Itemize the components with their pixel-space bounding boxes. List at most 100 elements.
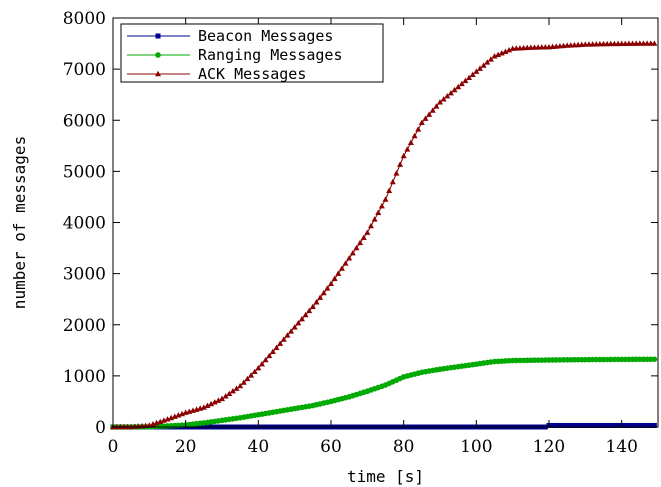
data-point	[342, 260, 349, 266]
data-point	[324, 285, 331, 291]
data-point	[651, 40, 658, 46]
data-point	[222, 393, 229, 399]
data-point	[644, 422, 650, 428]
x-tick-label: 140	[605, 437, 637, 457]
y-tick-label: 5000	[63, 162, 106, 182]
data-point	[561, 422, 567, 428]
data-point	[437, 99, 443, 105]
series-layer	[110, 40, 658, 430]
data-point	[219, 395, 225, 402]
x-tick-label: 100	[460, 437, 492, 457]
data-point	[313, 299, 320, 305]
data-point	[466, 74, 473, 81]
data-point	[462, 77, 469, 84]
data-point	[357, 239, 364, 246]
data-point	[640, 422, 646, 428]
data-point	[237, 382, 244, 389]
data-point	[411, 132, 418, 139]
data-point	[429, 107, 436, 113]
data-point	[335, 270, 342, 276]
data-point	[415, 126, 422, 132]
data-point	[208, 400, 215, 407]
data-point	[284, 332, 291, 338]
data-point	[651, 356, 658, 363]
ticks-layer: 0 20 40 60 80 100 120 140 0 1000 2000 3000 4000 5000 6…	[63, 9, 658, 457]
legend-marker	[155, 70, 161, 77]
series-line	[113, 358, 655, 428]
data-point	[382, 196, 389, 202]
data-point	[404, 146, 411, 152]
data-point	[651, 422, 657, 428]
legend-label: Beacon Messages	[198, 27, 333, 45]
data-point	[266, 352, 273, 359]
data-point	[280, 336, 287, 342]
data-point	[353, 244, 360, 251]
data-point	[389, 178, 396, 185]
y-tick-label: 8000	[63, 9, 106, 29]
data-point	[258, 360, 265, 367]
x-tick-label: 120	[533, 437, 565, 457]
y-tick-label: 1000	[63, 367, 106, 387]
data-point	[582, 422, 588, 428]
data-point	[364, 229, 371, 235]
data-point	[433, 103, 440, 109]
data-point	[302, 311, 309, 318]
series-ack-messages	[110, 40, 658, 430]
data-point	[277, 340, 284, 346]
legend-entry: Ranging Messages	[127, 46, 343, 64]
data-point	[306, 307, 313, 314]
data-point	[422, 115, 429, 121]
legend-marker	[155, 52, 161, 58]
data-point	[553, 422, 559, 428]
x-tick-label: 80	[393, 437, 415, 457]
data-point	[622, 422, 628, 428]
data-point	[484, 59, 491, 65]
data-point	[426, 111, 433, 117]
data-point	[360, 234, 367, 241]
data-point	[502, 48, 509, 54]
data-point	[418, 119, 425, 126]
data-point	[604, 422, 610, 428]
data-point	[447, 89, 454, 96]
data-point	[601, 422, 606, 428]
x-tick-label: 60	[320, 437, 342, 457]
data-point	[204, 402, 211, 409]
legend-box	[120, 23, 384, 83]
data-point	[473, 68, 480, 74]
y-tick-label: 4000	[63, 214, 106, 234]
data-point	[269, 348, 276, 355]
data-point	[593, 422, 599, 428]
data-point	[291, 324, 298, 330]
x-tick-label: 20	[175, 437, 197, 457]
data-point	[240, 379, 247, 385]
data-point	[586, 422, 592, 428]
data-point	[611, 422, 617, 428]
data-point	[407, 139, 414, 145]
data-point	[295, 320, 302, 326]
data-point	[346, 255, 353, 261]
data-point	[255, 365, 262, 371]
data-point	[648, 422, 654, 428]
data-point	[338, 265, 345, 271]
data-point	[233, 385, 240, 391]
data-point	[487, 56, 494, 62]
data-point	[440, 96, 447, 102]
data-point	[328, 280, 334, 287]
data-point	[480, 62, 487, 68]
data-point	[262, 356, 269, 363]
data-point	[298, 315, 305, 322]
data-point	[393, 170, 400, 176]
y-tick-label: 3000	[63, 265, 106, 285]
data-point	[451, 86, 458, 93]
legend-marker	[155, 33, 161, 39]
data-point	[626, 422, 632, 428]
data-point	[215, 397, 222, 403]
legend-label: Ranging Messages	[198, 46, 343, 64]
data-point	[495, 51, 502, 58]
data-point	[309, 303, 316, 310]
data-point	[349, 249, 356, 256]
data-point	[568, 422, 574, 428]
legend-label: ACK Messages	[198, 65, 306, 83]
